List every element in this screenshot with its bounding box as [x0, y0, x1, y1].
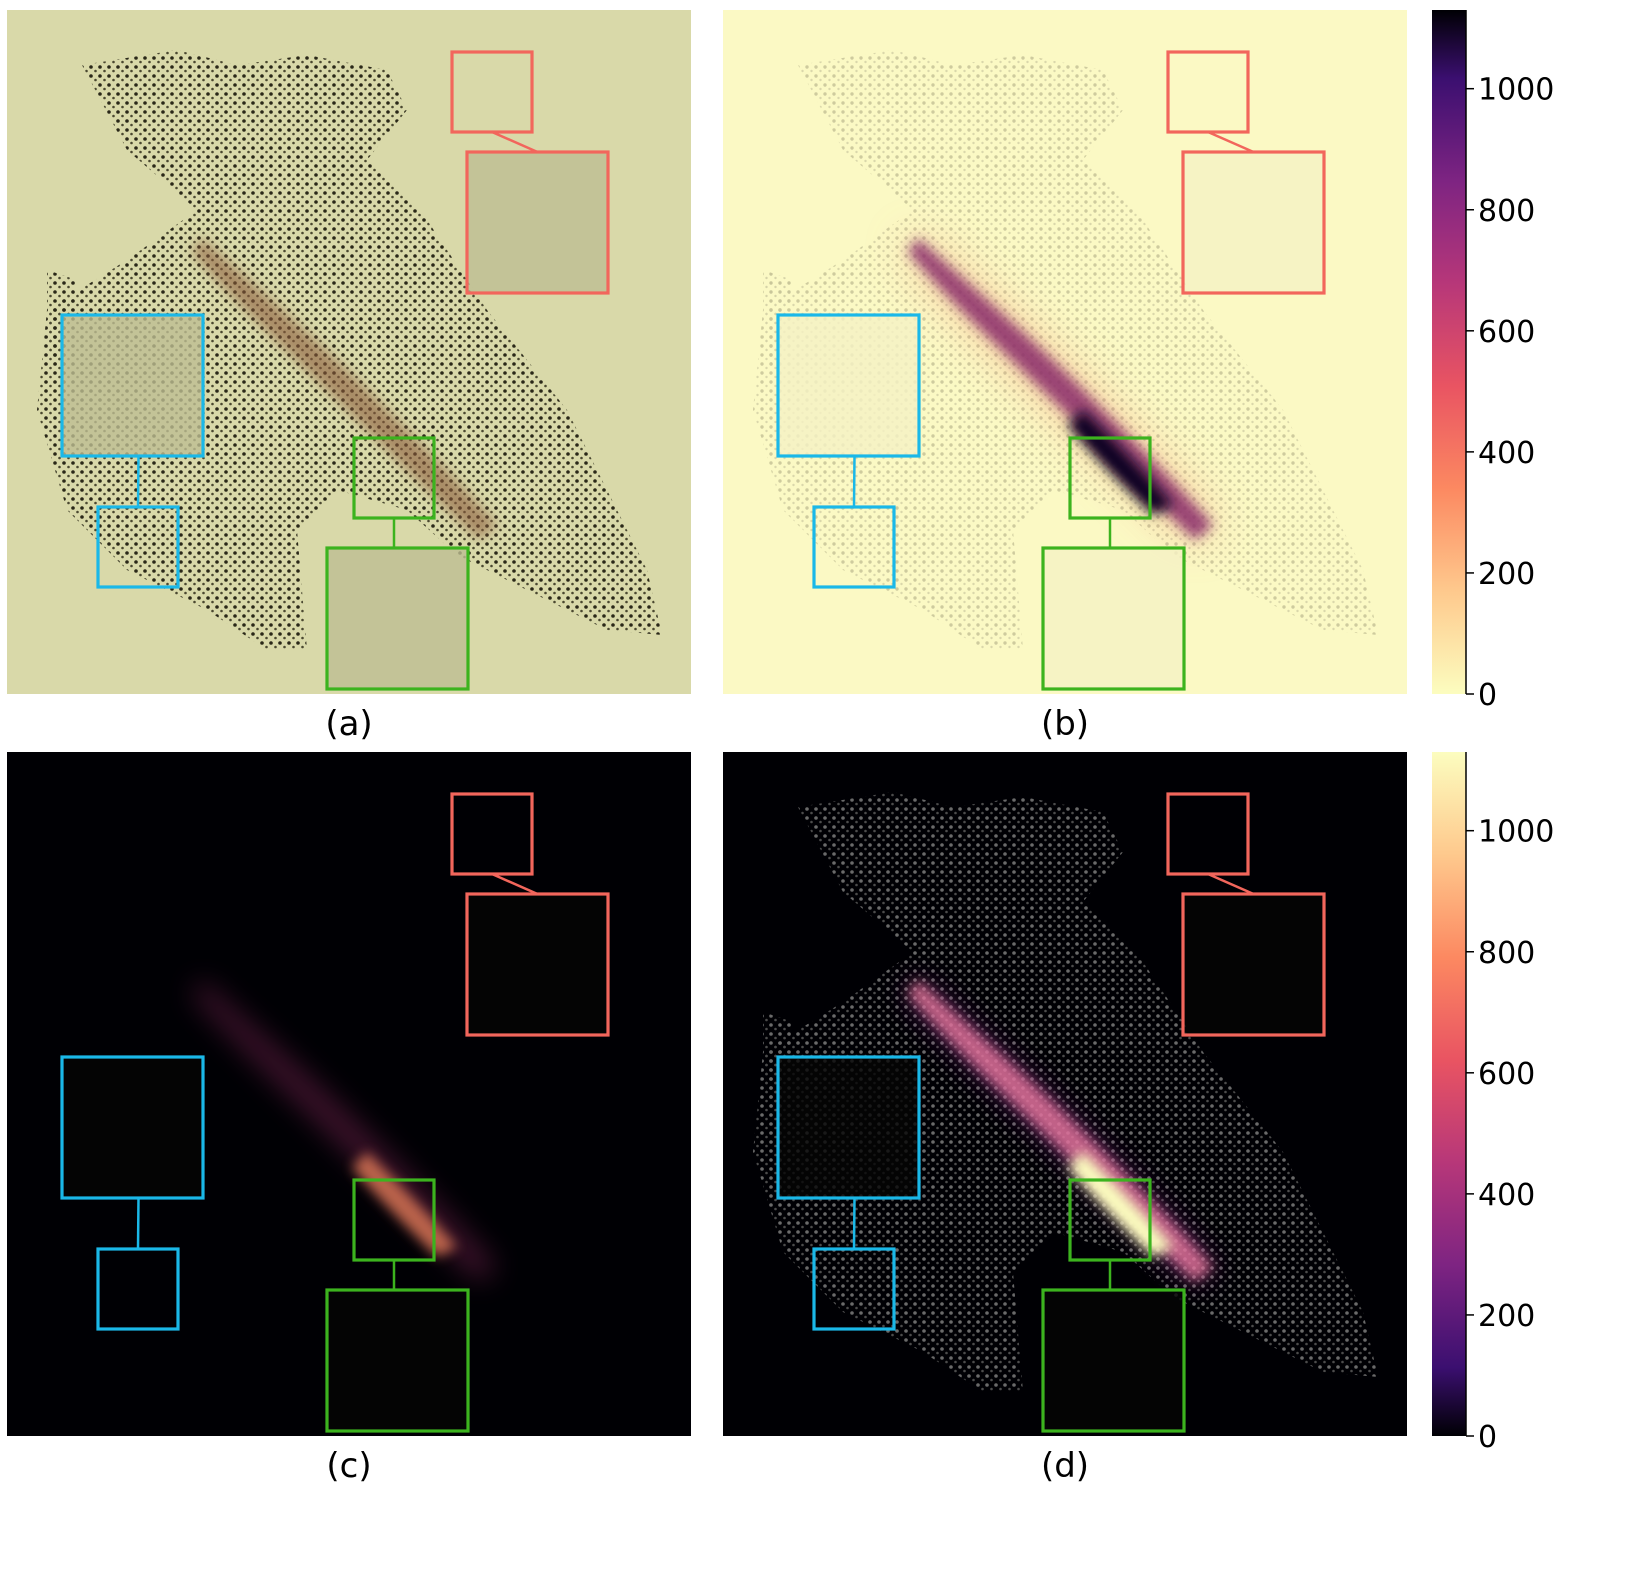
panel-b-point-cloud — [753, 50, 1378, 650]
panel-c-dense-zoom-fill — [327, 1290, 468, 1431]
colorbar-bottom-tick-label: 0 — [1478, 1420, 1497, 1455]
colorbar-top-tick-label: 200 — [1478, 557, 1535, 592]
panel-b-label: (b) — [1041, 704, 1089, 744]
panel-b-sparse-zoom-fill — [1183, 152, 1324, 293]
panel-c-density-band — [192, 980, 497, 1282]
panel-d-medium-connector — [852, 1197, 856, 1250]
panel-d-medium-zoom-fill — [778, 1057, 919, 1198]
panel-c-density-core — [352, 1152, 457, 1257]
panel-c-sparse-connector — [491, 872, 539, 896]
colorbar-bottom-tick-label: 800 — [1478, 936, 1535, 971]
colorbar-bottom-tick-label: 200 — [1478, 1299, 1535, 1334]
panel-d-density-core — [1068, 1152, 1173, 1257]
panel-d-medium-zoom-box — [776, 1055, 921, 1200]
colorbar-top-tick-label: 1000 — [1478, 73, 1554, 108]
panel-a-medium-zoom-fill — [62, 315, 203, 456]
panel-c-dense-zoom-box — [325, 1288, 470, 1433]
panel-a-medium-zoom-box — [60, 313, 205, 458]
colorbar-top-tick-label: 600 — [1478, 315, 1535, 350]
panel-d-point-cloud — [753, 792, 1378, 1392]
panel-b-dense-zoom-box — [1041, 546, 1186, 691]
colorbar-bottom-tick-label: 1000 — [1478, 815, 1554, 850]
panel-b-medium-zoom-fill — [778, 315, 919, 456]
panel-b-medium-zoom-box — [776, 313, 921, 458]
colorbar-top: 0 200 400 600 800 1000 — [1432, 10, 1554, 713]
panel-b-density-core — [1068, 410, 1173, 515]
panel-a — [7, 10, 691, 694]
colorbar-top-gradient — [1432, 10, 1466, 694]
panel-d-sparse-connector — [1207, 872, 1255, 896]
colorbar-bottom-gradient — [1432, 752, 1466, 1436]
panel-a-point-cloud — [37, 50, 662, 650]
panel-c-sparse-zoom-fill — [467, 894, 608, 1035]
panel-d-dense-zoom-fill — [1043, 1290, 1184, 1431]
panel-a-sparse-zoom-fill — [467, 152, 608, 293]
panel-c-medium-zoom-box — [60, 1055, 205, 1200]
panel-c-label: (c) — [326, 1446, 371, 1486]
panel-d-label: (d) — [1041, 1446, 1089, 1486]
panel-d-sparse-zoom-fill — [1183, 894, 1324, 1035]
panel-b-dense-zoom-fill — [1043, 548, 1184, 689]
panel-b-density-band — [908, 238, 1213, 540]
panel-b-medium-connector — [852, 455, 856, 508]
colorbar-top-tick-label: 400 — [1478, 436, 1535, 471]
panel-a-dense-zoom-box — [325, 546, 470, 691]
panel-a-medium-connector — [136, 455, 140, 508]
panel-d-density-band — [908, 980, 1213, 1282]
panel-a-dense-zoom-fill — [327, 548, 468, 689]
panel-c-medium-connector — [136, 1197, 140, 1250]
panel-a-label: (a) — [325, 704, 372, 744]
colorbar-bottom: 0 200 400 600 800 1000 — [1432, 752, 1554, 1455]
colorbar-bottom-tick-label: 400 — [1478, 1178, 1535, 1213]
panel-d — [723, 752, 1407, 1436]
panel-c-medium-zoom-fill — [62, 1057, 203, 1198]
panel-d-dense-zoom-box — [1041, 1288, 1186, 1433]
panel-b-sparse-connector — [1207, 130, 1255, 154]
colorbar-top-tick-label: 800 — [1478, 194, 1535, 229]
panel-a-ridge — [192, 238, 497, 540]
colorbar-top-tick-label: 0 — [1478, 678, 1497, 713]
panel-c — [7, 752, 691, 1436]
panel-a-sparse-connector — [491, 130, 539, 154]
colorbar-bottom-tick-label: 600 — [1478, 1057, 1535, 1092]
panel-b — [723, 10, 1407, 694]
